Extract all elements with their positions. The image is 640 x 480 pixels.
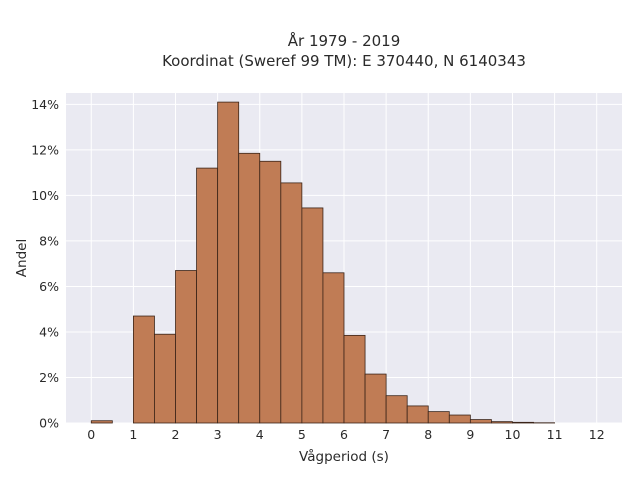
chart-title: År 1979 - 2019	[288, 31, 401, 50]
y-tick-label: 0%	[39, 416, 59, 431]
x-tick-label: 2	[172, 427, 180, 442]
histogram-bar	[364, 373, 387, 424]
histogram-bar	[343, 334, 366, 424]
y-tick-label: 14%	[31, 97, 59, 112]
x-tick-label: 11	[547, 427, 563, 442]
histogram-bar	[280, 182, 303, 424]
histogram-bar	[217, 101, 240, 424]
x-axis-label: Vågperiod (s)	[299, 448, 389, 465]
x-tick-label: 1	[129, 427, 137, 442]
x-tick-label: 0	[87, 427, 95, 442]
histogram-bar	[385, 395, 408, 424]
y-tick-label: 10%	[31, 188, 59, 203]
histogram-bar	[132, 315, 155, 424]
x-tick-label: 7	[382, 427, 390, 442]
histogram-bar	[90, 420, 113, 424]
histogram-bar	[154, 333, 176, 424]
histogram-bar	[448, 414, 471, 424]
x-tick-label: 4	[256, 427, 264, 442]
histogram-bar	[238, 152, 261, 424]
histogram-bar	[427, 411, 450, 424]
histogram-bar	[491, 421, 513, 424]
y-tick-label: 12%	[31, 142, 59, 157]
y-axis-label: Andel	[14, 239, 30, 277]
histogram-bar	[175, 270, 197, 424]
histogram-bar	[196, 167, 219, 424]
y-tick-label: 8%	[39, 233, 59, 248]
histogram-bar	[406, 405, 429, 424]
x-tick-label: 9	[466, 427, 474, 442]
histogram-bar	[301, 207, 324, 424]
x-axis-ticks: 0 1 2 3 4 5 6 7 8 9 10 11 12	[87, 427, 604, 442]
y-tick-label: 4%	[39, 324, 59, 339]
bars	[90, 101, 556, 424]
x-tick-label: 10	[505, 427, 521, 442]
x-tick-label: 8	[424, 427, 432, 442]
histogram-bar	[512, 421, 534, 424]
y-tick-label: 2%	[39, 370, 59, 385]
histogram-bar	[259, 160, 282, 424]
x-tick-label: 12	[589, 427, 605, 442]
y-tick-label: 6%	[39, 279, 59, 294]
histogram-bar	[469, 419, 492, 424]
x-tick-label: 6	[340, 427, 348, 442]
x-tick-label: 5	[298, 427, 306, 442]
x-tick-label: 3	[214, 427, 222, 442]
chart-subtitle: Koordinat (Sweref 99 TM): E 370440, N 61…	[162, 52, 526, 70]
histogram-bar	[322, 272, 345, 424]
y-axis-ticks: 0% 2% 4% 6% 8% 10% 12% 14%	[31, 97, 59, 431]
